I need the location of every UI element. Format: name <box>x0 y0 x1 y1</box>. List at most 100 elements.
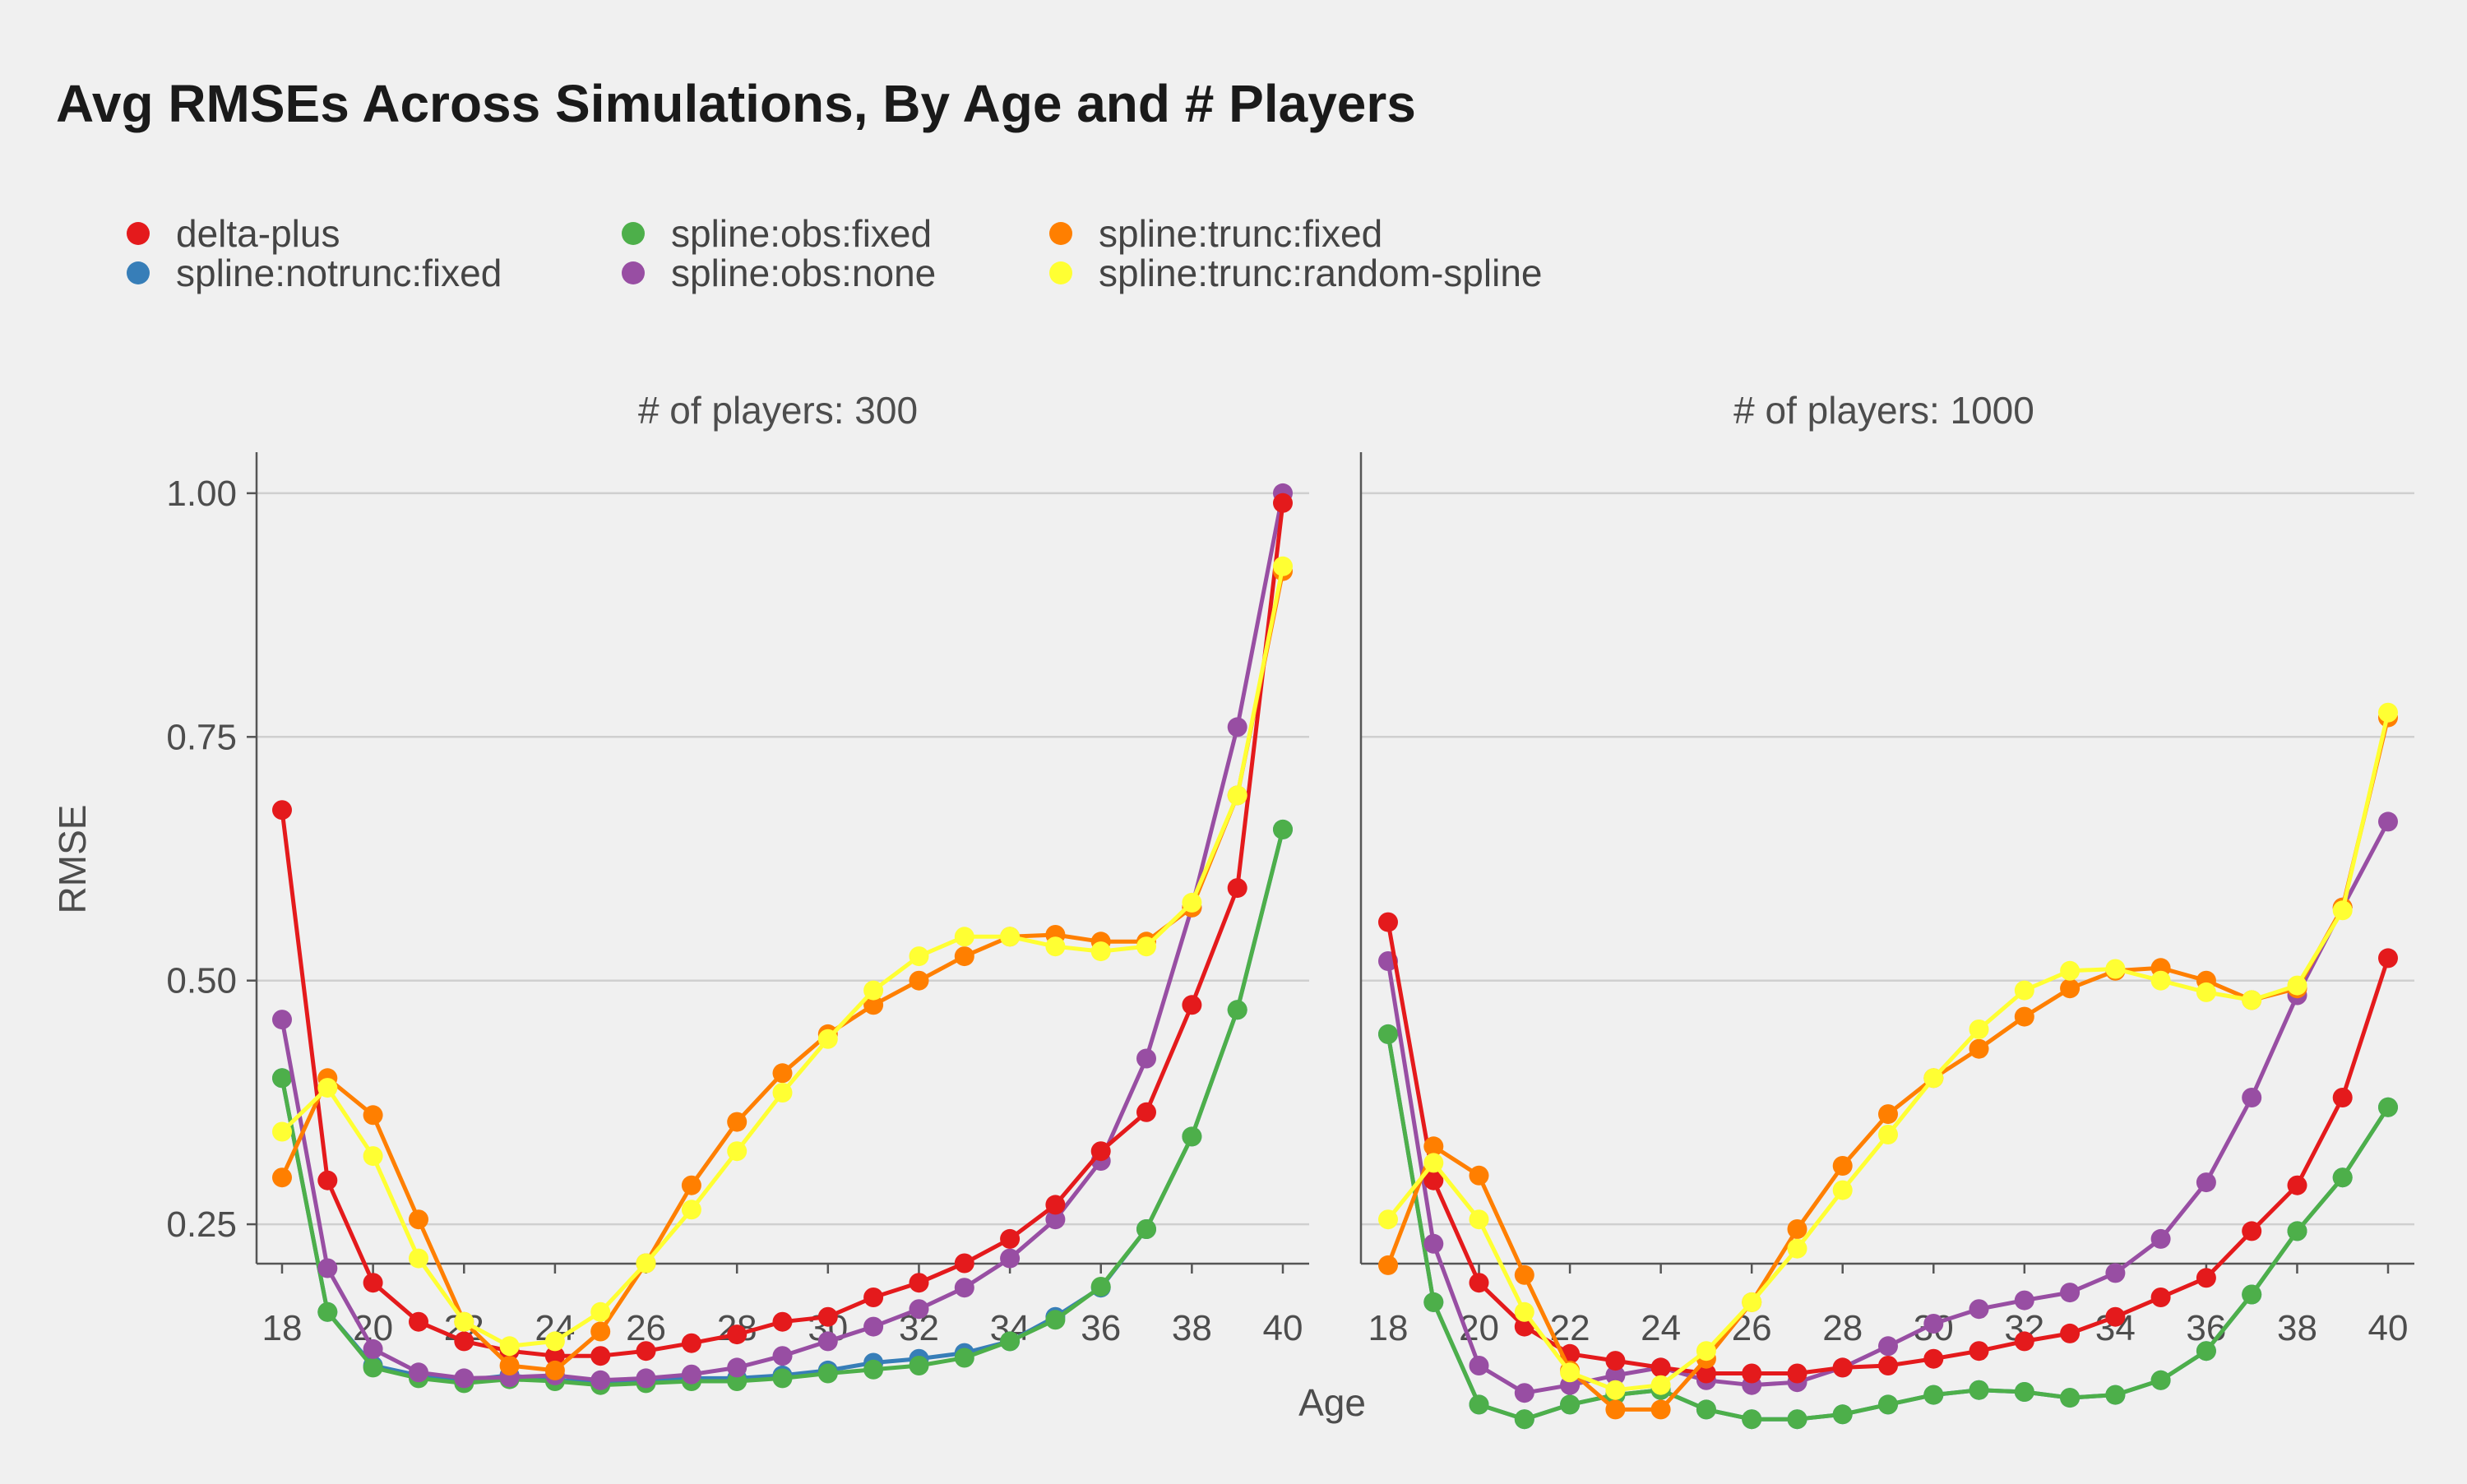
data-point-delta-plus <box>1832 1357 1853 1378</box>
data-point-spline-obs-fixed <box>772 1368 793 1389</box>
data-point-spline-trunc-random-spline <box>681 1200 701 1220</box>
data-point-delta-plus <box>2196 1268 2216 1288</box>
x-tick-label: 26 <box>1732 1308 1772 1348</box>
data-point-delta-plus <box>863 1288 884 1307</box>
data-point-spline-obs-fixed <box>1787 1409 1807 1430</box>
legend-label-spline-obs-fixed: spline:obs:fixed <box>671 212 932 255</box>
x-tick-label: 38 <box>2277 1308 2317 1348</box>
data-point-spline-trunc-fixed <box>2060 978 2081 999</box>
data-point-spline-obs-fixed <box>1696 1399 1716 1420</box>
data-point-spline-trunc-fixed <box>1650 1399 1671 1420</box>
data-point-spline-trunc-fixed <box>499 1356 520 1375</box>
series-line-spline-trunc-random-spline <box>280 566 1285 1348</box>
data-point-spline-trunc-fixed <box>1378 1255 1398 1275</box>
data-point-spline-trunc-fixed <box>1787 1219 1807 1239</box>
data-point-spline-obs-fixed <box>909 1356 929 1375</box>
data-point-spline-obs-none <box>1923 1314 1944 1334</box>
data-point-spline-obs-none <box>817 1331 838 1352</box>
legend-label-spline-obs-none: spline:obs:none <box>671 252 936 294</box>
panel-1-label: # of players: 300 <box>638 389 918 432</box>
legend-marker-spline-obs-fixed <box>622 222 645 245</box>
data-point-spline-trunc-fixed <box>363 1105 383 1126</box>
data-point-delta-plus <box>772 1311 793 1332</box>
data-point-spline-obs-fixed <box>1045 1310 1066 1330</box>
data-point-spline-obs-none <box>1136 1048 1156 1069</box>
data-point-spline-trunc-random-spline <box>1182 892 1202 913</box>
data-point-delta-plus <box>1696 1363 1716 1384</box>
data-point-spline-trunc-random-spline <box>1469 1209 1489 1230</box>
data-point-delta-plus <box>1878 1356 1898 1375</box>
data-point-spline-trunc-fixed <box>681 1175 701 1195</box>
x-tick-label: 40 <box>2368 1308 2409 1348</box>
series-line-delta-plus <box>280 502 1285 1358</box>
x-axis-title: Age <box>1298 1381 1366 1424</box>
panels: # of players: 3000.250.500.751.001820222… <box>166 389 2414 1430</box>
data-point-spline-trunc-random-spline <box>1136 936 1156 957</box>
data-point-spline-obs-fixed <box>2150 1370 2171 1390</box>
series-spline-obs-none-panel-1 <box>272 483 1293 1390</box>
data-point-delta-plus <box>409 1311 428 1332</box>
y-tick-label: 0.50 <box>166 961 237 1001</box>
data-point-spline-trunc-fixed <box>2014 1006 2034 1027</box>
panel-2-label: # of players: 1000 <box>1733 389 2034 432</box>
panel-1: # of players: 3000.250.500.751.001820222… <box>166 389 1309 1395</box>
data-point-spline-obs-none <box>1514 1383 1534 1403</box>
data-point-spline-obs-fixed <box>727 1371 748 1391</box>
data-point-spline-obs-none <box>1000 1248 1021 1269</box>
data-point-spline-trunc-fixed <box>909 970 929 991</box>
data-point-spline-obs-fixed <box>863 1359 884 1380</box>
series-line-spline-trunc-fixed <box>1386 717 2391 1412</box>
data-point-delta-plus <box>1182 995 1202 1015</box>
data-point-spline-obs-fixed <box>1514 1409 1534 1430</box>
legend-item-spline-obs-fixed: spline:obs:fixed <box>622 212 932 255</box>
data-point-spline-trunc-random-spline <box>1742 1292 1762 1312</box>
data-point-spline-trunc-random-spline <box>317 1078 338 1098</box>
data-point-spline-obs-none <box>409 1362 428 1383</box>
data-point-spline-trunc-random-spline <box>1650 1375 1671 1395</box>
data-point-spline-trunc-random-spline <box>863 980 884 1001</box>
data-point-spline-obs-none <box>1969 1299 1989 1320</box>
data-point-spline-obs-fixed <box>2287 1221 2307 1241</box>
data-point-delta-plus <box>2287 1175 2307 1195</box>
data-point-delta-plus <box>317 1170 338 1190</box>
data-point-spline-trunc-fixed <box>863 995 884 1015</box>
data-point-spline-obs-none <box>909 1299 929 1320</box>
y-axis-title: RMSE <box>51 805 94 914</box>
y-tick-label: 0.75 <box>166 717 237 757</box>
data-point-spline-obs-fixed <box>2242 1284 2262 1305</box>
data-point-spline-obs-fixed <box>817 1363 838 1384</box>
data-point-spline-trunc-fixed <box>544 1360 565 1380</box>
series-line-spline-trunc-random-spline <box>1386 712 2391 1393</box>
x-tick-label: 18 <box>1368 1308 1409 1348</box>
data-point-spline-obs-fixed <box>1273 819 1293 839</box>
chart-title: Avg RMSEs Across Simulations, By Age and… <box>56 74 1416 133</box>
data-point-spline-obs-none <box>1423 1233 1444 1254</box>
data-point-spline-obs-fixed <box>2105 1385 2126 1405</box>
data-point-spline-trunc-random-spline <box>2378 702 2398 723</box>
data-point-spline-trunc-random-spline <box>544 1331 565 1352</box>
y-tick-label: 0.25 <box>166 1204 237 1245</box>
data-point-spline-trunc-random-spline <box>1514 1301 1534 1322</box>
data-point-spline-obs-fixed <box>1423 1292 1444 1312</box>
data-point-spline-obs-fixed <box>1969 1380 1989 1400</box>
data-point-spline-trunc-random-spline <box>909 946 929 967</box>
data-point-spline-trunc-random-spline <box>727 1141 748 1162</box>
legend-item-spline-notrunc-fixed: spline:notrunc:fixed <box>127 252 502 294</box>
data-point-spline-trunc-fixed <box>1514 1264 1534 1285</box>
data-point-spline-obs-fixed <box>1136 1219 1156 1239</box>
data-point-spline-obs-none <box>2378 811 2398 832</box>
data-point-spline-obs-none <box>772 1346 793 1366</box>
data-point-spline-obs-none <box>727 1357 748 1378</box>
data-point-spline-trunc-random-spline <box>1969 1019 1989 1039</box>
panel-2: # of players: 10001820222426283032343638… <box>1359 389 2414 1430</box>
data-point-delta-plus <box>2242 1221 2262 1241</box>
legend-label-spline-trunc-fixed: spline:trunc:fixed <box>1099 212 1382 255</box>
data-point-delta-plus <box>2060 1323 2081 1343</box>
data-point-delta-plus <box>1469 1273 1489 1293</box>
data-point-spline-obs-fixed <box>1227 1000 1247 1020</box>
data-point-spline-trunc-random-spline <box>1090 941 1111 962</box>
data-point-spline-obs-none <box>1045 1209 1066 1230</box>
legend-label-delta-plus: delta-plus <box>176 212 340 255</box>
